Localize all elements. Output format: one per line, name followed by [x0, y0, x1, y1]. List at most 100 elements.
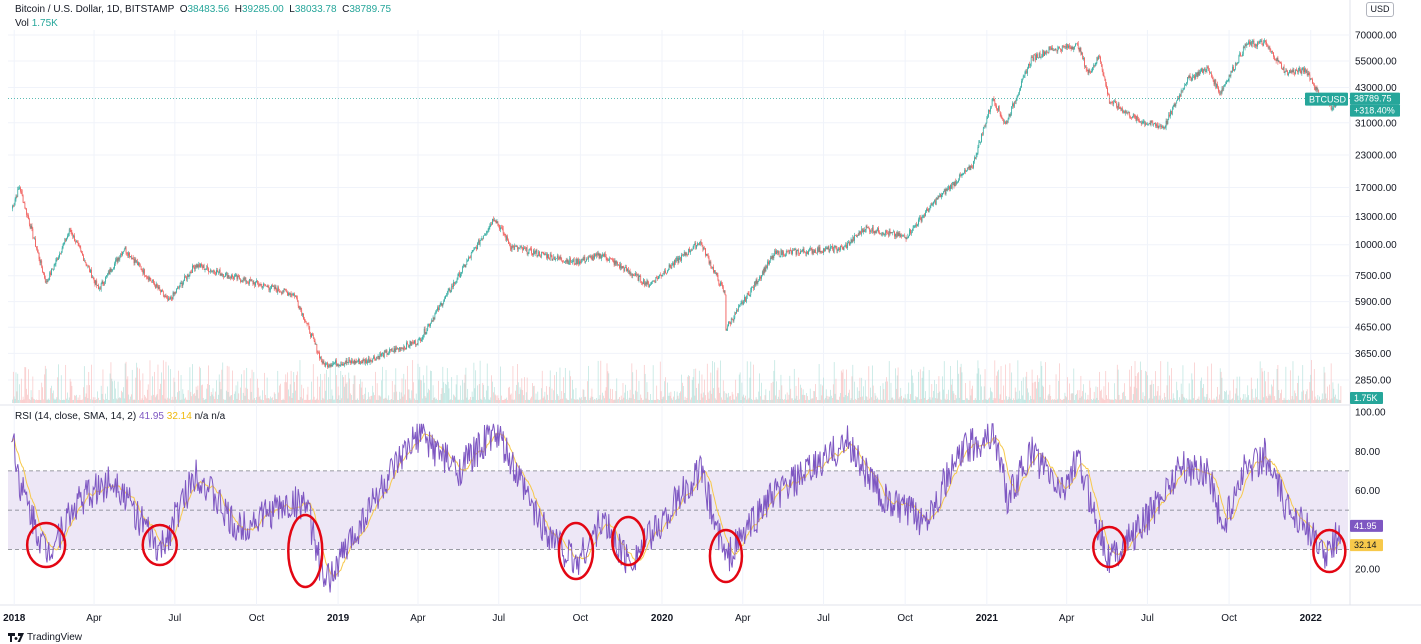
candle-body [771, 255, 773, 259]
candle-body [1258, 42, 1260, 44]
volume-bar [999, 394, 1001, 403]
candle-body [1161, 126, 1162, 128]
volume-bar [761, 382, 762, 403]
volume-bar [109, 373, 111, 403]
volume-bar [550, 399, 552, 403]
candle-body [1049, 47, 1051, 49]
candle-body [264, 283, 265, 285]
candle-body [123, 249, 125, 252]
candle-body [359, 359, 360, 365]
candle-body [907, 236, 909, 238]
volume-bar [986, 399, 988, 403]
candle-body [964, 170, 965, 174]
volume-bar [945, 399, 947, 403]
candle-body [107, 271, 109, 275]
rsi-na-1: n/a [194, 411, 209, 422]
candle-body [563, 261, 564, 263]
candle-body [1123, 111, 1124, 113]
volume-bar [792, 398, 793, 403]
volume-bar [154, 371, 155, 403]
volume-bar [925, 391, 926, 403]
volume-bar [878, 399, 879, 403]
candle-body [259, 284, 261, 286]
candle-body [849, 242, 851, 246]
candle-body [914, 225, 916, 227]
candle-body [564, 261, 565, 263]
candle-body [90, 269, 91, 273]
candle-body [155, 284, 157, 288]
candle-body [328, 365, 329, 368]
candle-body [977, 147, 979, 154]
time-tick-label: Apr [1059, 613, 1075, 624]
volume-bar [55, 398, 57, 403]
candle-body [384, 350, 386, 352]
volume-bar [477, 385, 478, 403]
candle-body [199, 264, 201, 268]
candle-body [1316, 86, 1318, 90]
candle-body [378, 355, 380, 360]
volume-bar [763, 399, 765, 403]
candle-body [655, 277, 657, 283]
volume-bar [290, 370, 292, 403]
volume-bar [1019, 390, 1021, 403]
candle-body [730, 322, 731, 324]
volume-bar [903, 398, 905, 403]
candle-body [619, 264, 620, 268]
candle-body [895, 234, 896, 237]
volume-bar [42, 387, 43, 403]
volume-bar [686, 397, 688, 403]
candle-body [671, 265, 673, 269]
candle-body [175, 292, 177, 293]
candle-body [450, 290, 452, 292]
candle-body [761, 271, 763, 276]
candle-body [475, 247, 477, 249]
candle-body [1116, 106, 1118, 109]
volume-bar [1084, 399, 1085, 403]
volume-bar [1005, 396, 1007, 403]
candle-body [785, 251, 787, 255]
volume-bar [746, 361, 748, 403]
candle-body [352, 362, 354, 364]
volume-bar [294, 381, 295, 403]
candle-body [488, 227, 490, 230]
volume-bar [519, 387, 521, 403]
candle-body [1120, 108, 1122, 110]
candle-body [554, 256, 555, 260]
volume-bar [1213, 398, 1215, 403]
volume-bar [231, 395, 232, 403]
volume-bar [179, 399, 181, 403]
volume-bar [193, 394, 194, 403]
candle-body [705, 248, 706, 256]
currency-button[interactable]: USD [1366, 2, 1394, 17]
volume-bar [919, 369, 921, 403]
volume-bar [445, 383, 446, 403]
candle-body [737, 306, 739, 311]
volume-bar [174, 382, 176, 403]
candle-body [973, 161, 974, 168]
symbol-legend: Bitcoin / U.S. Dollar, 1D, BITSTAMP O384… [15, 4, 391, 15]
volume-bar [205, 398, 207, 403]
candle-body [492, 218, 493, 225]
annotation-circle [141, 523, 178, 567]
volume-bar [576, 399, 578, 403]
volume-bar [730, 395, 731, 403]
volume-bar [650, 394, 651, 403]
candle-body [996, 105, 997, 109]
volume-bar [282, 398, 284, 403]
candle-body [418, 338, 420, 340]
candle-body [32, 228, 34, 238]
volume-bar [1135, 376, 1137, 403]
volume-bar [493, 392, 494, 403]
candle-body [690, 250, 691, 253]
candle-body [404, 346, 406, 348]
volume-bar [1296, 396, 1297, 403]
volume-bar [411, 390, 413, 403]
volume-bar [342, 374, 343, 403]
candle-body [411, 342, 413, 346]
volume-bar [1067, 377, 1068, 403]
volume-bar [516, 384, 517, 403]
volume-bar [1061, 399, 1063, 403]
volume-bar [302, 398, 303, 403]
candle-body [1166, 120, 1168, 124]
